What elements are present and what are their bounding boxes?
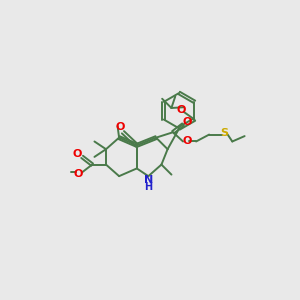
Text: O: O — [116, 122, 125, 132]
Text: O: O — [177, 104, 186, 115]
Text: O: O — [182, 117, 191, 127]
Text: H: H — [144, 182, 152, 192]
Text: N: N — [144, 175, 153, 185]
Text: O: O — [182, 136, 191, 146]
Text: O: O — [73, 149, 82, 159]
Text: S: S — [220, 128, 229, 138]
Text: O: O — [74, 169, 83, 179]
